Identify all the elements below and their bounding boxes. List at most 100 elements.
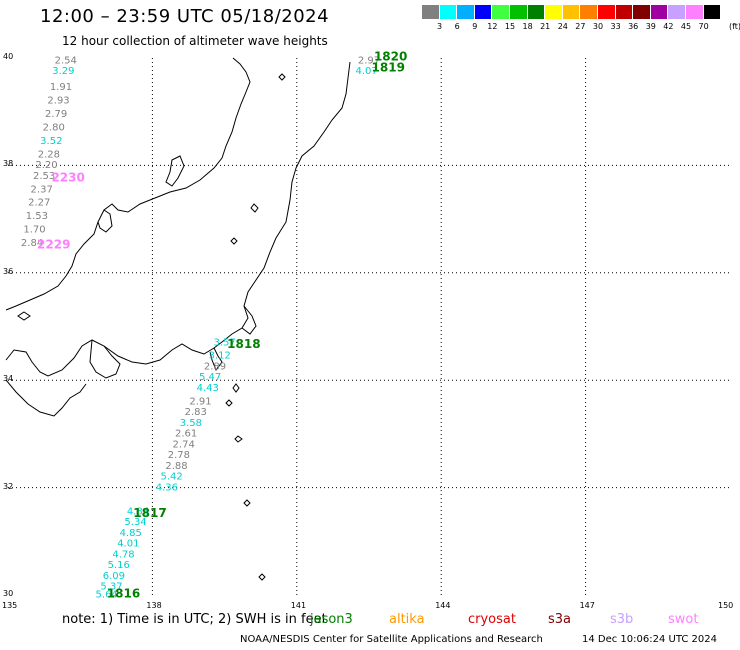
longitude-label: 135 [2, 601, 18, 610]
wave-height-value: 2.20 [35, 160, 57, 171]
wave-height-value: 5.37 [100, 582, 122, 593]
legend-swatch [633, 5, 650, 19]
legend-swatch [650, 5, 668, 19]
wave-height-value: 4.78 [112, 549, 134, 560]
wave-height-value: 6.09 [103, 571, 125, 582]
pass-time-label: 2230 [51, 171, 84, 185]
legend-swatch [422, 5, 439, 19]
legend-label: 21 [540, 22, 551, 31]
wave-height-value: 2.79 [45, 109, 67, 120]
legend-label: 3 [437, 22, 443, 31]
legend-label: 42 [663, 22, 674, 31]
wave-height-value: 2.28 [38, 149, 60, 160]
coastline [5, 57, 351, 581]
latitude-label: 40 [3, 52, 14, 61]
wave-height-value: 2.93 [47, 96, 69, 107]
legend-swatch [457, 5, 474, 19]
generated-timestamp: 14 Dec 10:06:24 UTC 2024 [582, 634, 717, 645]
wave-height-value: 3.57 [213, 337, 235, 348]
wave-height-value: 4.36 [156, 482, 178, 493]
longitude-label: 147 [579, 601, 595, 610]
wave-height-value: 5.16 [108, 560, 130, 571]
wave-height-value: 5.34 [124, 517, 146, 528]
legend-swatch [474, 5, 492, 19]
legend-swatch [510, 5, 527, 19]
credit-text: NOAA/NESDIS Center for Satellite Applica… [240, 634, 543, 645]
legend-swatch [615, 5, 633, 19]
legend-label: 39 [645, 22, 656, 31]
map-subtitle: 12 hour collection of altimeter wave hei… [62, 34, 328, 48]
wave-height-value: 3.29 [52, 66, 74, 77]
wave-height-value: 5.42 [161, 472, 183, 483]
pass-time-label: 2229 [37, 238, 70, 252]
wave-height-value: 1.91 [50, 82, 72, 93]
wave-height-value: 2.78 [168, 450, 190, 461]
map-title: 12:00 – 23:59 UTC 05/18/2024 [40, 6, 330, 27]
latitude-label: 38 [3, 159, 14, 169]
wave-height-value: 2.83 [185, 407, 207, 418]
observation-labels: 2.543.29 1.91 2.93 2.79 2.80 3.52 2.282.202.53… [21, 55, 380, 600]
legend-label: 45 [680, 22, 692, 31]
wave-height-value: 2.97 [358, 55, 380, 66]
wave-height-value: 4.43 [197, 383, 219, 394]
legend-label: 18 [522, 22, 533, 31]
pass-time-label: 1816 [107, 587, 140, 601]
wave-height-value: 2.53 [33, 171, 55, 182]
satellite-s3b: s3b [610, 612, 634, 627]
legend-label: 9 [472, 22, 478, 31]
wave-height-value: 4.85 [120, 528, 142, 539]
wave-height-value: 3.52 [40, 136, 62, 147]
legend-swatch [562, 5, 580, 19]
longitude-label: 141 [290, 601, 307, 610]
legend-swatch [668, 5, 685, 19]
satellite-s3a: s3a [548, 612, 572, 627]
footer-note: note: 1) Time is in UTC; 2) SWH is in fe… [62, 612, 327, 627]
legend-label: 6 [454, 22, 460, 31]
legend-label: 70 [698, 22, 709, 31]
legend-unit: (ft) [729, 22, 740, 31]
wave-height-value: 2.37 [31, 184, 53, 195]
latitude-label: 32 [3, 481, 14, 491]
latitude-label: 34 [3, 374, 14, 384]
longitude-label: 138 [146, 601, 162, 610]
legend-label: 24 [557, 22, 568, 31]
legend-label: 12 [487, 22, 498, 31]
pass-time-label: 1817 [133, 506, 166, 520]
legend-swatch [545, 5, 562, 19]
legend-label: 36 [628, 22, 639, 31]
legend-swatch [580, 5, 597, 19]
latitude-label: 36 [3, 266, 14, 276]
wave-height-value: 2.61 [175, 429, 197, 440]
wave-height-value: 4.86 [127, 506, 149, 517]
pass-time-label: 1818 [227, 337, 260, 351]
wave-height-value: 2.54 [55, 55, 77, 66]
wave-height-value: 4.01 [117, 539, 139, 550]
legend-swatch [527, 5, 545, 19]
wave-height-value: 2.89 [204, 361, 226, 372]
legend-label: 27 [575, 22, 586, 31]
pass-time-label: 1820 [374, 50, 407, 64]
longitude-label: 150 [718, 601, 734, 610]
wave-height-value: 1.53 [26, 211, 48, 222]
wave-height-value: 2.91 [189, 396, 211, 407]
wave-height-value: 4.07 [355, 66, 377, 77]
legend-label: 15 [504, 22, 516, 31]
latitude-label: 30 [3, 589, 14, 598]
satellite-altika: altika [389, 612, 425, 627]
pass-time-label: 1819 [372, 60, 405, 74]
wave-height-value: 3.12 [209, 351, 231, 362]
satellite-cryosat: cryosat [468, 612, 516, 627]
longitude-label: 144 [435, 601, 451, 610]
legend-swatch [492, 5, 509, 19]
wave-height-value: 2.27 [28, 198, 50, 209]
legend-swatch [598, 5, 615, 19]
wave-height-value: 3.58 [180, 418, 202, 429]
wave-height-value: 2.88 [165, 461, 187, 472]
graticule [8, 58, 730, 595]
satellite-jason3: jason3 [310, 612, 353, 627]
wave-height-value: 1.70 [23, 225, 45, 236]
legend-swatch [439, 5, 457, 19]
legend-swatch [686, 5, 703, 19]
